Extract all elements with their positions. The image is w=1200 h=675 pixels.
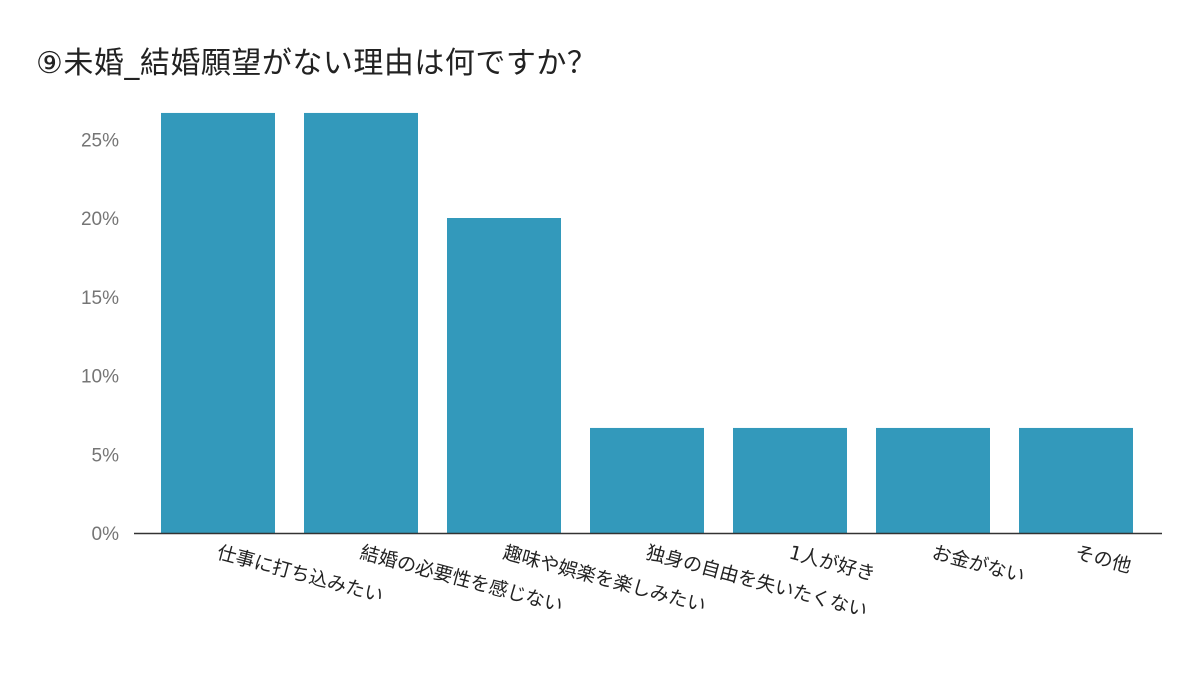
- bar: [161, 112, 275, 533]
- x-axis-category-labels: 仕事に打ち込みたい結婚の必要性を感じない趣味や娯楽を楽しみたい独身の自由を失いた…: [215, 542, 1134, 622]
- bar: [304, 112, 418, 533]
- y-axis-ticks: 0% 5% 10% 15% 20% 25%: [81, 130, 119, 545]
- chart-title: ⑨未婚_結婚願望がない理由は何ですか？: [36, 46, 598, 81]
- y-tick-label: 0%: [92, 524, 120, 545]
- y-tick-label: 10%: [81, 367, 119, 388]
- bar: [1019, 427, 1133, 533]
- bar-series: [161, 112, 1133, 533]
- y-tick-label: 15%: [81, 288, 119, 309]
- x-category-label: 1人が好き: [787, 542, 878, 586]
- bar: [876, 427, 990, 533]
- y-tick-label: 5%: [92, 445, 120, 466]
- y-tick-label: 25%: [81, 130, 119, 151]
- x-category-label: その他: [1073, 542, 1134, 578]
- bar: [733, 427, 847, 533]
- x-category-label: お金がない: [930, 542, 1027, 588]
- bar: [447, 218, 561, 533]
- bar: [590, 427, 704, 533]
- y-tick-label: 20%: [81, 209, 119, 230]
